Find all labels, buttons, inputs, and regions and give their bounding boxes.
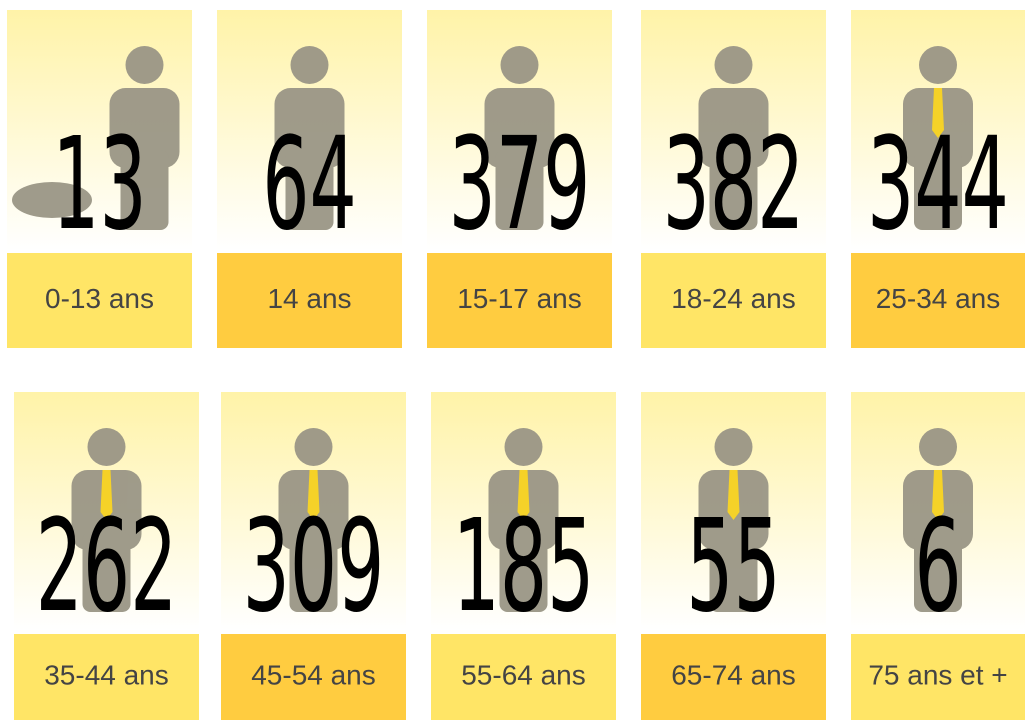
person-icon <box>71 428 142 612</box>
count: 379 <box>449 109 591 258</box>
count: 382 <box>663 109 805 258</box>
person-icon <box>903 46 973 230</box>
head <box>714 428 753 466</box>
label-box <box>217 253 402 348</box>
age-label: 35-44 ans <box>44 659 169 690</box>
age-label: 25-34 ans <box>876 283 1001 314</box>
count: 13 <box>52 109 146 258</box>
person-icon <box>903 428 973 612</box>
age-label: 14 ans <box>267 283 351 314</box>
label-box <box>851 253 1025 348</box>
person-icon <box>278 428 349 612</box>
tie <box>932 88 944 138</box>
count: 309 <box>243 491 385 640</box>
age-label: 45-54 ans <box>251 659 376 690</box>
label-box <box>14 634 199 720</box>
count: 55 <box>686 491 780 640</box>
head <box>919 428 957 466</box>
card: 13 0-13 ans <box>7 10 192 348</box>
head <box>294 428 333 466</box>
baby <box>12 182 92 218</box>
legs <box>914 532 962 612</box>
legs <box>285 150 334 230</box>
head <box>125 46 164 84</box>
count: 64 <box>262 109 356 258</box>
tie <box>727 470 740 520</box>
label-box <box>851 634 1025 720</box>
person-icon <box>698 428 769 612</box>
card: 382 18-24 ans <box>641 10 826 348</box>
torso <box>274 88 345 168</box>
head <box>500 46 539 84</box>
legs <box>914 150 962 230</box>
head <box>714 46 753 84</box>
count: 262 <box>36 491 178 640</box>
person-icon <box>488 428 559 612</box>
label-box <box>221 634 406 720</box>
legs <box>120 150 169 230</box>
legs <box>495 150 544 230</box>
count: 344 <box>867 109 1009 258</box>
head <box>87 428 126 466</box>
person-icon <box>484 46 555 230</box>
card: 6 75 ans et + <box>851 392 1025 720</box>
label-box <box>427 253 612 348</box>
torso <box>698 88 769 168</box>
tie <box>932 470 944 520</box>
age-label: 65-74 ans <box>671 659 796 690</box>
tie <box>100 470 113 520</box>
legs <box>82 532 131 612</box>
head <box>504 428 543 466</box>
person-icon <box>698 46 769 230</box>
age-label: 55-64 ans <box>461 659 586 690</box>
label-box <box>641 634 826 720</box>
count: 6 <box>914 491 961 640</box>
card: 185 55-64 ans <box>431 392 616 720</box>
age-label: 75 ans et + <box>868 659 1007 690</box>
tie <box>517 470 530 520</box>
label-box <box>431 634 616 720</box>
card: 309 45-54 ans <box>221 392 406 720</box>
legs <box>289 532 338 612</box>
head <box>290 46 329 84</box>
age-label: 18-24 ans <box>671 283 796 314</box>
age-label: 0-13 ans <box>45 283 154 314</box>
age-label: 15-17 ans <box>457 283 582 314</box>
tie <box>307 470 320 520</box>
legs <box>709 150 758 230</box>
card: 55 65-74 ans <box>641 392 826 720</box>
legs <box>709 532 758 612</box>
card: 64 14 ans <box>217 10 402 348</box>
label-box <box>641 253 826 348</box>
torso <box>109 88 180 168</box>
card: 344 25-34 ans <box>851 10 1025 348</box>
legs <box>499 532 548 612</box>
torso <box>484 88 555 168</box>
label-box <box>7 253 192 348</box>
count: 185 <box>453 491 595 640</box>
person-icon <box>274 46 345 230</box>
head <box>919 46 957 84</box>
card: 379 15-17 ans <box>427 10 612 348</box>
person-icon <box>12 46 180 230</box>
card: 262 35-44 ans <box>14 392 199 720</box>
